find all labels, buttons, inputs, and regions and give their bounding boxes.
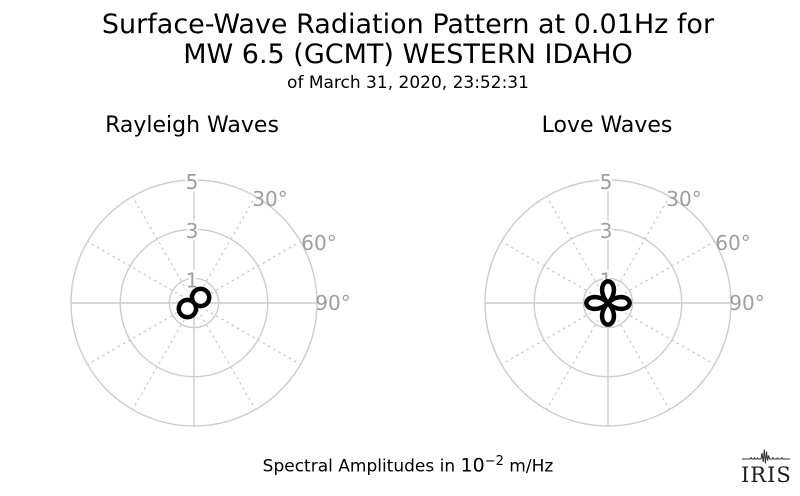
angle-tick-label: 30° [666, 187, 701, 211]
radiation-pattern-path [176, 286, 212, 320]
figure-header: Surface-Wave Radiation Pattern at 0.01Hz… [16, 9, 800, 94]
rayleigh-plot-title: Rayleigh Waves [105, 113, 279, 138]
caption-base: 10 [460, 454, 485, 477]
radiation-pattern-path [584, 279, 632, 327]
figure-title-line1: Surface-Wave Radiation Pattern at 0.01Hz… [101, 9, 715, 40]
r-tick-label: 5 [186, 170, 199, 194]
iris-logo: IRIS [741, 448, 791, 486]
angle-tick-label: 90° [729, 291, 764, 315]
angle-tick-label: 60° [715, 231, 750, 255]
figure-subtitle: of March 31, 2020, 23:52:31 [287, 73, 529, 93]
figure-title-line2: MW 6.5 (GCMT) WESTERN IDAHO [183, 39, 633, 70]
seismogram-icon [742, 449, 790, 464]
r-tick-label: 5 [600, 170, 613, 194]
caption-exponent: −2 [484, 454, 504, 469]
amplitude-caption: Spectral Amplitudes in 10−2 m/Hz [16, 454, 800, 477]
angle-tick-label: 60° [301, 231, 336, 255]
angle-tick-label: 30° [252, 187, 287, 211]
r-tick-label: 3 [600, 219, 613, 243]
love-plot-title: Love Waves [541, 113, 673, 138]
iris-logo-text: IRIS [741, 463, 792, 487]
caption-suffix: m/Hz [503, 456, 554, 477]
angle-tick-label: 90° [315, 291, 350, 315]
r-tick-label: 3 [186, 219, 199, 243]
caption-prefix: Spectral Amplitudes in [262, 456, 461, 477]
